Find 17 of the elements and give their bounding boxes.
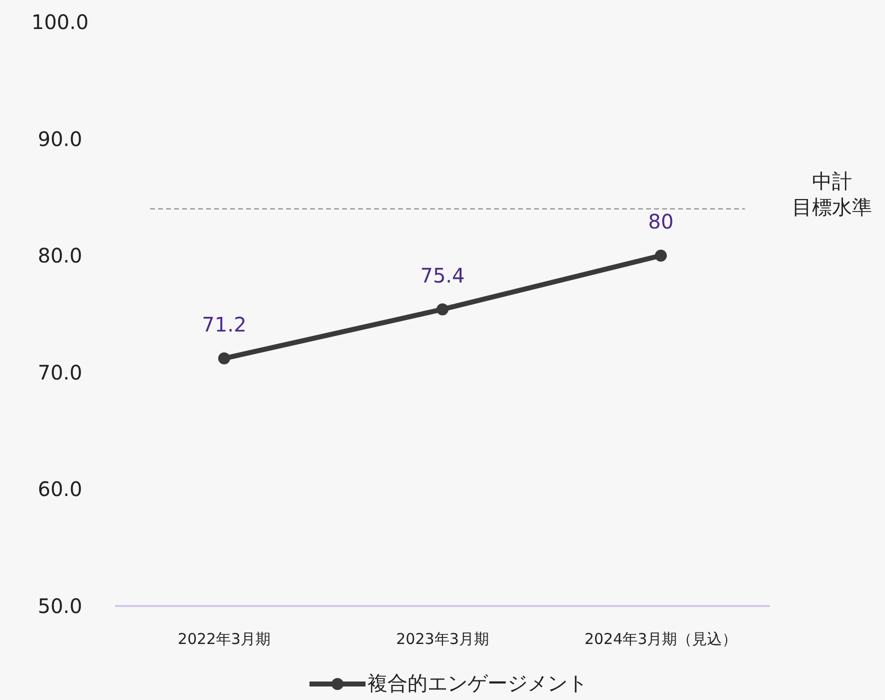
y-tick-label: 80.0: [38, 244, 82, 268]
point: [218, 352, 230, 364]
x-tick-label: 2023年3月期: [396, 630, 489, 648]
y-tick-label: 90.0: [38, 126, 82, 151]
legend-label: 複合的エンゲージメント: [368, 671, 588, 695]
y-tick-label: 60.0: [38, 477, 82, 502]
y-tick-label: 100.0: [31, 10, 89, 34]
x-tick-label: 2022年3月期: [178, 630, 271, 648]
point: [654, 250, 667, 262]
data-label: 75.4: [420, 263, 465, 288]
x-tick-label: 2024年3月期（見込）: [584, 630, 738, 648]
y-tick-label: 50.0: [38, 594, 82, 618]
data-label: 80: [648, 210, 674, 234]
data-label: 71.2: [202, 312, 246, 336]
y-tick-label: 70.0: [38, 360, 82, 384]
ref-line-label: 中計目標水準: [792, 168, 872, 219]
point: [436, 303, 448, 316]
